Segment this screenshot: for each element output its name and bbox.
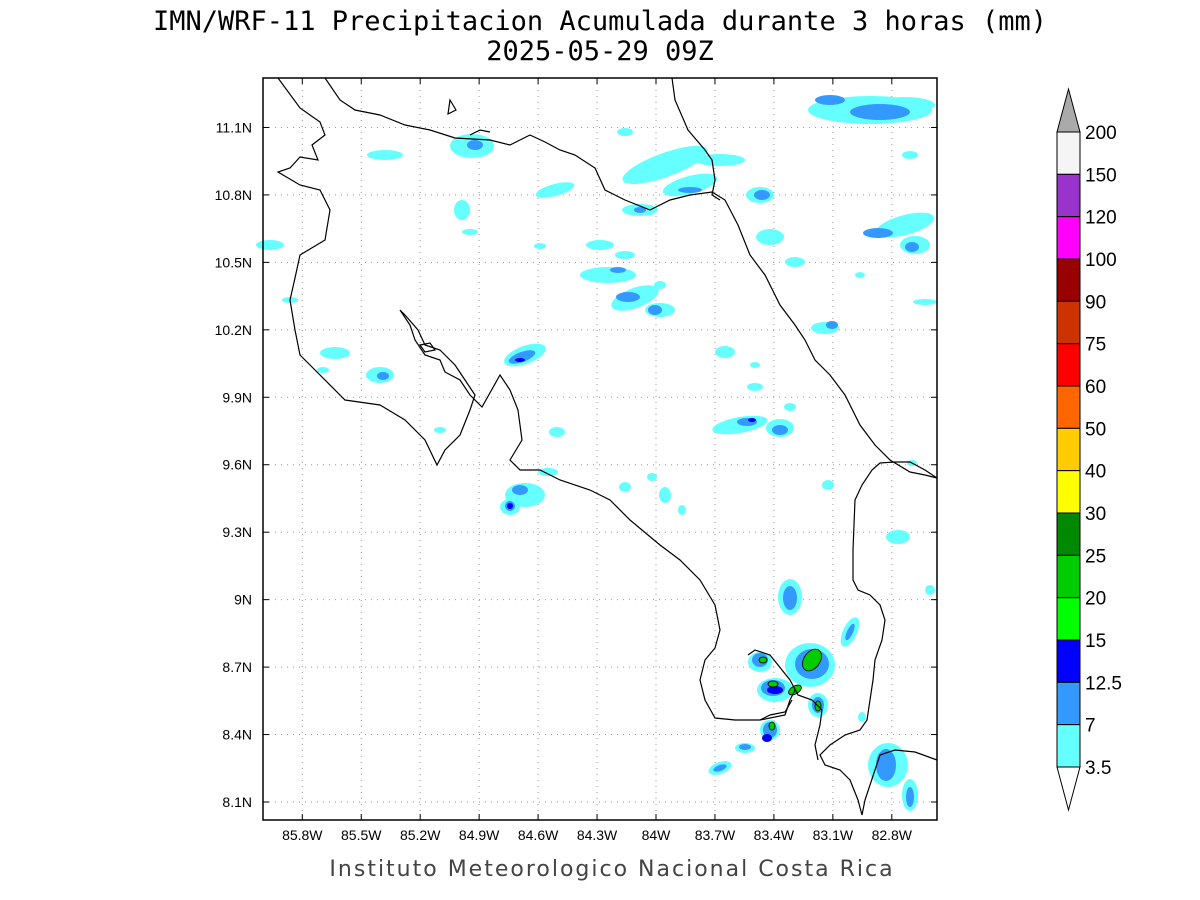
colorbar-swatch — [1056, 385, 1081, 429]
colorbar-label: 200 — [1085, 123, 1117, 144]
colorbar-label: 50 — [1085, 419, 1106, 440]
colorbar-label: 40 — [1085, 462, 1106, 483]
precip-field-heavy — [507, 358, 783, 742]
y-tick-label: 8.4N — [222, 727, 252, 743]
credit-footer: Instituto Meteorologico Nacional Costa R… — [329, 857, 894, 882]
y-tick-label: 11.1N — [216, 119, 252, 135]
map-title: IMN/WRF-11 Precipitacion Acumulada duran… — [153, 6, 1047, 37]
colorbar-label: 3.5 — [1085, 758, 1111, 779]
colorbar-label: 20 — [1085, 589, 1106, 610]
colorbar-swatch — [1056, 724, 1081, 768]
colorbar-label: 15 — [1085, 631, 1106, 652]
colorbar-swatch — [1056, 300, 1081, 345]
colorbar-swatch — [1056, 554, 1081, 599]
colorbar-label: 7 — [1085, 716, 1096, 737]
colorbar-swatch — [1056, 597, 1081, 641]
colorbar-swatch — [1056, 427, 1081, 472]
colorbar-swatch — [1056, 639, 1081, 683]
precip-field-very-heavy — [758, 648, 822, 731]
gridlines — [263, 78, 937, 820]
colorbar-swatch — [1056, 216, 1081, 260]
x-axis: 85.8W 85.5W 85.2W 84.9W 84.6W 84.3W 84W 83.7W 83… — [282, 78, 913, 843]
colorbar-label: 120 — [1085, 208, 1117, 229]
colorbar-label: 100 — [1085, 250, 1117, 271]
colorbar-swatch — [1056, 512, 1081, 556]
x-tick-label: 84W — [642, 827, 672, 843]
y-axis: 11.1N 10.8N 10.5N 10.2N 9.9N 9.6N 9.3N 9N 8.7N 8.… — [215, 119, 937, 810]
map-area — [256, 77, 938, 821]
colorbar-swatch — [1056, 173, 1081, 218]
colorbar-swatch — [1056, 131, 1081, 175]
colorbar-label: 75 — [1085, 335, 1106, 356]
colorbar-top-arrow — [1056, 87, 1081, 133]
colorbar-swatch — [1056, 470, 1081, 514]
colorbar-bottom-arrow — [1056, 766, 1081, 812]
y-tick-label: 9.9N — [222, 389, 252, 405]
x-tick-label: 84.6W — [518, 827, 559, 843]
x-tick-label: 83.1W — [813, 827, 854, 843]
colorbar-label: 90 — [1085, 292, 1106, 313]
x-tick-label: 83.4W — [754, 827, 795, 843]
map-background — [263, 78, 937, 820]
colorbar-label: 60 — [1085, 377, 1106, 398]
x-tick-label: 83.7W — [695, 827, 736, 843]
colorbar-label: 150 — [1085, 165, 1117, 186]
x-tick-label: 84.9W — [459, 827, 500, 843]
y-tick-label: 9N — [234, 592, 252, 608]
y-tick-label: 8.7N — [222, 659, 252, 675]
x-tick-label: 85.8W — [282, 827, 323, 843]
colorbar-swatch — [1056, 681, 1081, 726]
y-tick-label: 9.3N — [222, 524, 252, 540]
colorbar-label: 25 — [1085, 546, 1106, 567]
y-tick-label: 8.1N — [222, 794, 252, 810]
colorbar-label: 30 — [1085, 504, 1106, 525]
map-frame — [262, 77, 938, 821]
colorbar-swatch — [1056, 258, 1081, 302]
y-tick-label: 10.2N — [215, 322, 252, 338]
coastline-borders — [276, 77, 938, 816]
map-subtitle-date: 2025-05-29 09Z — [486, 36, 714, 67]
y-tick-label: 9.6N — [222, 457, 252, 473]
y-tick-label: 10.8N — [215, 187, 252, 203]
x-tick-label: 85.2W — [400, 827, 441, 843]
x-tick-label: 82.8W — [872, 827, 913, 843]
colorbar-legend: 200 150 120 100 90 75 60 50 40 30 25 20 15 12.5 7 3.5 — [1056, 87, 1122, 812]
y-tick-label: 10.5N — [215, 254, 252, 270]
colorbar-swatch — [1056, 343, 1081, 387]
colorbar-label: 12.5 — [1085, 673, 1122, 694]
x-tick-label: 84.3W — [577, 827, 618, 843]
x-tick-label: 85.5W — [341, 827, 382, 843]
